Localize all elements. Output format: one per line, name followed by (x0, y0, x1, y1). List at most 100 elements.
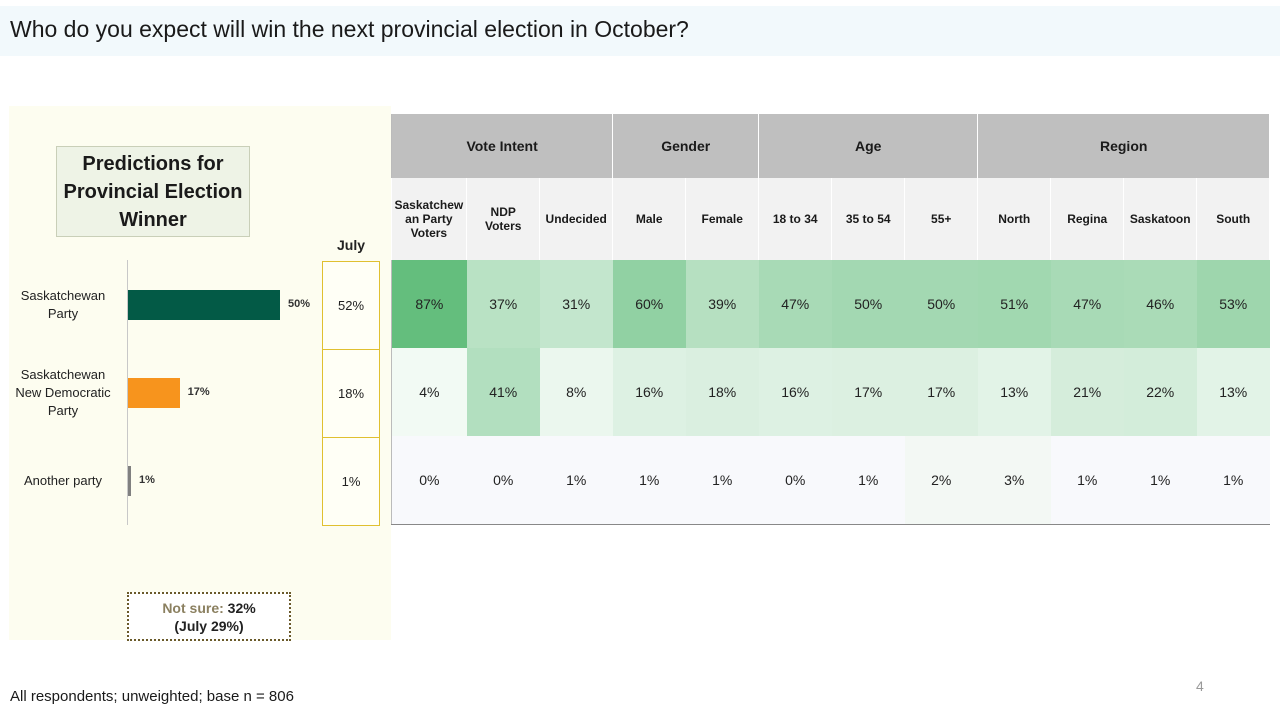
bar-value-label: 50% (288, 298, 311, 310)
group-header-row: Vote Intent Gender Age Region (390, 114, 1271, 178)
page-number: 4 (1196, 678, 1204, 694)
category-label-line: New Democratic (15, 385, 111, 400)
table-body: 87% 37% 31% 60% 39% 47% 50% 50% 51% 47% 46% 53% 4% 41… (390, 260, 1270, 525)
column-header-line: Male (635, 212, 663, 226)
table-cell: 50% (904, 260, 978, 348)
bar-value-label: 17% (187, 386, 210, 398)
group-header: Gender (612, 114, 760, 178)
table-row: 4% 41% 8% 16% 18% 16% 17% 17% 13% 21% 22% 13% (390, 348, 1270, 436)
table-cell: 16% (612, 348, 686, 436)
table-cell: 8% (539, 348, 613, 436)
column-header-line: 35 to 54 (845, 212, 891, 226)
column-header-line: 18 to 34 (772, 212, 818, 226)
column-header: 35 to 54 (831, 178, 906, 260)
category-label-line: Saskatchewan (20, 288, 106, 303)
table-cell: 47% (1050, 260, 1124, 348)
table-cell: 1% (1196, 436, 1270, 525)
table-cell: 18% (685, 348, 759, 436)
table-cell: 13% (977, 348, 1051, 436)
bar (128, 290, 280, 320)
table-cell: 41% (466, 348, 540, 436)
column-header-line: South (1216, 212, 1251, 226)
not-sure-july: (July 29%) (174, 617, 244, 634)
page-title: Who do you expect will win the next prov… (10, 16, 689, 42)
table-cell: 1% (1050, 436, 1124, 525)
chart-title-line-1: Predictions for (82, 152, 224, 175)
not-sure-value: 32% (227, 599, 256, 616)
column-header-line: an Party (405, 212, 453, 226)
table-cell: 31% (539, 260, 613, 348)
chart-title-line-3: Winner (119, 208, 187, 231)
column-header: 55+ (904, 178, 979, 260)
table-cell: 1% (539, 436, 613, 525)
not-sure-label: Not sure: (162, 599, 224, 616)
table-cell: 17% (904, 348, 978, 436)
group-header: Region (977, 114, 1271, 178)
table-cell: 4% (390, 348, 467, 436)
column-header: Male (612, 178, 687, 260)
table-cell: 0% (758, 436, 832, 525)
table-cell: 37% (466, 260, 540, 348)
table-cell: 87% (390, 260, 467, 348)
column-header-line: NDP (490, 205, 516, 219)
table-cell: 21% (1050, 348, 1124, 436)
table-cell: 17% (831, 348, 905, 436)
column-header-line: Female (701, 212, 743, 226)
title-bar (0, 6, 1280, 56)
table-cell: 1% (831, 436, 905, 525)
july-value-box: 1% (322, 437, 380, 526)
table-cell: 1% (1123, 436, 1197, 525)
table-cell: 60% (612, 260, 686, 348)
column-header-line: North (998, 212, 1031, 226)
table-cell: 1% (685, 436, 759, 525)
crosstab-table: Vote Intent Gender Age Region Saskatchew an … (390, 114, 1271, 525)
category-label-line: Saskatchewan (20, 367, 106, 382)
july-header: July (336, 237, 365, 253)
july-value-box: 52% (322, 261, 380, 350)
table-cell: 0% (466, 436, 540, 525)
column-header: 18 to 34 (758, 178, 833, 260)
column-header: Undecided (539, 178, 614, 260)
table-cell: 3% (977, 436, 1051, 525)
column-header-line: Saskatoon (1129, 212, 1191, 226)
table-row: 0% 0% 1% 1% 1% 0% 1% 2% 3% 1% 1% 1% (390, 436, 1270, 525)
chart-axis-line (127, 260, 128, 525)
table-cell: 2% (904, 436, 978, 525)
july-value-box: 18% (322, 349, 380, 438)
table-cell: 22% (1123, 348, 1197, 436)
column-header-line: Voters (484, 219, 522, 233)
category-label: Saskatchewan New Democratic Party (6, 366, 120, 420)
category-label-line: Party (47, 306, 79, 321)
table-cell: 1% (612, 436, 686, 525)
bar-value-label: 1% (139, 474, 155, 486)
column-header: Regina (1050, 178, 1125, 260)
column-header-line: Regina (1067, 212, 1108, 226)
column-header: South (1196, 178, 1271, 260)
table-cell: 39% (685, 260, 759, 348)
bar (128, 378, 180, 408)
table-cell: 13% (1196, 348, 1270, 436)
table-cell: 47% (758, 260, 832, 348)
table-cell: 50% (831, 260, 905, 348)
column-header: NDP Voters (466, 178, 541, 260)
column-header-line: Undecided (545, 212, 607, 226)
column-header: Saskatoon (1123, 178, 1198, 260)
table-cell: 53% (1196, 260, 1270, 348)
column-header-line: 55+ (931, 212, 952, 226)
table-cell: 51% (977, 260, 1051, 348)
chart-title-box: Predictions for Provincial Election Winn… (56, 146, 250, 237)
column-header-line: Voters (410, 226, 448, 240)
group-header: Age (758, 114, 979, 178)
table-row: 87% 37% 31% 60% 39% 47% 50% 50% 51% 47% 46% 53% (390, 260, 1270, 348)
column-header: North (977, 178, 1052, 260)
footnote: All respondents; unweighted; base n = 80… (10, 688, 294, 705)
category-label: Saskatchewan Party (6, 287, 120, 323)
category-label-line: Party (47, 403, 79, 418)
column-header: Saskatchew an Party Voters (391, 178, 468, 260)
chart-title-line-2: Provincial Election (63, 180, 243, 203)
category-label-line: Another party (23, 473, 103, 488)
column-header-row: Saskatchew an Party Voters NDP Voters Undecid… (391, 178, 1271, 260)
table-cell: 46% (1123, 260, 1197, 348)
table-cell: 16% (758, 348, 832, 436)
bar (128, 466, 132, 496)
